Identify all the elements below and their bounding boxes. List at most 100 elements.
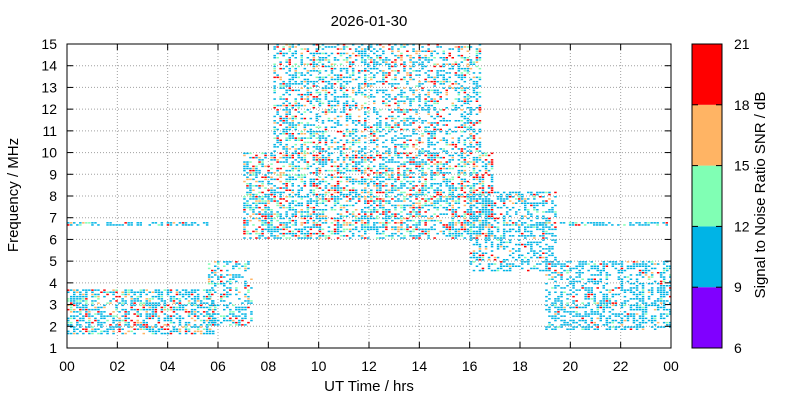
- data-point: [436, 174, 439, 176]
- data-point: [187, 330, 191, 333]
- data-point: [463, 139, 467, 141]
- data-point: [478, 202, 482, 204]
- data-point: [427, 187, 430, 189]
- data-point: [327, 169, 331, 172]
- data-point: [327, 235, 331, 237]
- data-point: [223, 304, 226, 307]
- data-point: [279, 191, 282, 194]
- data-point: [436, 193, 439, 196]
- data-point: [403, 172, 406, 174]
- data-point: [403, 65, 406, 68]
- data-point: [424, 178, 427, 181]
- data-point: [79, 293, 82, 296]
- data-point: [279, 198, 282, 200]
- data-point: [376, 72, 379, 74]
- data-point: [130, 298, 133, 300]
- data-point: [545, 191, 548, 194]
- data-point: [418, 161, 421, 163]
- data-point: [175, 291, 179, 293]
- data-point: [457, 76, 461, 79]
- data-point: [412, 185, 415, 187]
- data-point: [424, 50, 427, 52]
- data-point: [566, 293, 569, 296]
- data-point: [460, 135, 464, 137]
- data-point: [306, 100, 310, 102]
- data-point: [478, 213, 482, 215]
- data-point: [306, 146, 310, 148]
- data-point: [351, 219, 355, 222]
- data-point: [391, 50, 394, 52]
- data-point: [457, 183, 461, 185]
- data-point: [354, 154, 358, 157]
- data-point: [297, 124, 300, 126]
- data-point: [246, 161, 249, 163]
- data-point: [454, 228, 458, 231]
- data-point: [238, 319, 241, 322]
- data-point: [85, 306, 88, 309]
- data-point: [97, 293, 100, 296]
- data-point: [376, 172, 379, 174]
- data-point: [85, 295, 88, 298]
- data-point: [536, 243, 539, 246]
- data-point: [258, 237, 261, 239]
- data-point: [424, 65, 427, 68]
- data-point: [394, 139, 397, 141]
- data-point: [466, 211, 470, 213]
- data-point: [418, 176, 421, 178]
- data-point: [445, 107, 448, 109]
- data-point: [508, 228, 512, 231]
- data-point: [373, 156, 376, 159]
- data-point: [478, 59, 482, 61]
- data-point: [490, 213, 494, 215]
- data-point: [397, 213, 400, 215]
- data-point: [433, 117, 436, 120]
- data-point: [172, 298, 176, 300]
- data-point: [333, 161, 337, 163]
- data-point: [484, 172, 488, 174]
- data-point: [388, 217, 391, 220]
- data-point: [139, 315, 142, 317]
- data-point: [154, 302, 158, 304]
- data-point: [205, 328, 209, 330]
- data-point: [214, 321, 217, 324]
- data-point: [445, 143, 448, 146]
- data-point: [545, 326, 548, 328]
- data-point: [460, 180, 464, 183]
- data-point: [339, 115, 343, 118]
- data-point: [569, 261, 572, 263]
- data-point: [109, 291, 112, 293]
- data-point: [460, 130, 464, 133]
- data-point: [433, 228, 436, 231]
- data-point: [454, 213, 458, 215]
- data-point: [412, 146, 415, 148]
- data-point: [400, 111, 403, 113]
- data-point: [312, 154, 316, 157]
- data-point: [312, 57, 316, 59]
- data-point: [294, 52, 297, 55]
- data-point: [463, 70, 467, 72]
- data-point: [466, 213, 470, 215]
- data-point: [539, 245, 542, 248]
- data-point: [190, 332, 194, 335]
- data-point: [593, 222, 596, 224]
- data-point: [351, 143, 355, 146]
- data-point: [276, 200, 279, 202]
- data-point: [196, 315, 200, 317]
- data-point: [136, 300, 139, 302]
- data-point: [76, 302, 79, 304]
- data-point: [273, 143, 276, 146]
- data-point: [466, 65, 470, 68]
- data-point: [391, 141, 394, 144]
- data-point: [208, 319, 212, 322]
- data-point: [376, 169, 379, 172]
- data-point: [466, 193, 470, 196]
- data-point: [379, 135, 382, 137]
- data-point: [548, 209, 551, 211]
- data-point: [151, 328, 155, 330]
- data-point: [490, 245, 494, 248]
- data-point: [270, 228, 273, 231]
- data-point: [207, 321, 211, 324]
- data-point: [451, 187, 454, 189]
- data-point: [360, 226, 364, 228]
- data-point: [463, 226, 467, 228]
